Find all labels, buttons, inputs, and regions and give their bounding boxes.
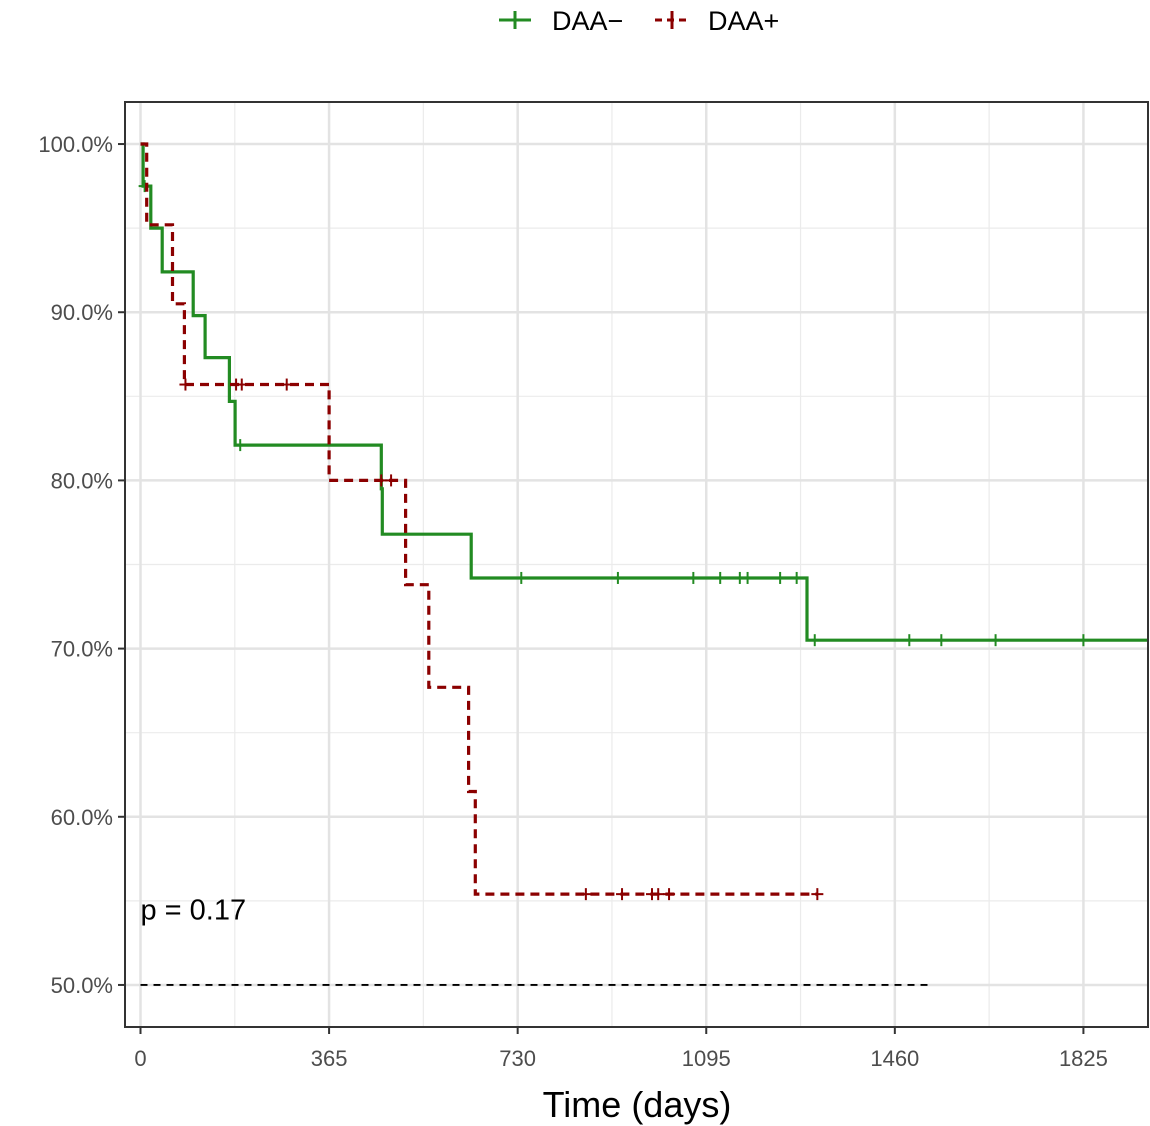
censor-mark-daa-plus <box>652 888 665 901</box>
censor-mark-daa-minus <box>808 634 821 647</box>
censor-mark-daa-plus <box>235 378 248 391</box>
censor-mark-daa-plus <box>811 888 824 901</box>
censor-mark-daa-minus <box>1077 634 1090 647</box>
censor-mark-daa-plus <box>385 474 398 487</box>
x-tick-label: 1095 <box>682 1046 731 1071</box>
legend: DAA− DAA+ <box>499 6 779 36</box>
x-tick-label: 1460 <box>870 1046 919 1071</box>
censor-mark-daa-plus <box>663 888 676 901</box>
y-tick-label: 70.0% <box>51 637 113 662</box>
censor-mark-daa-minus <box>234 439 247 452</box>
censor-mark-daa-plus <box>579 888 592 901</box>
censor-mark-daa-plus <box>280 378 293 391</box>
x-tick-label: 0 <box>134 1046 146 1071</box>
censor-mark-daa-minus <box>935 634 948 647</box>
y-axis: 50.0% 60.0% 70.0% 80.0% 90.0% 100.0% <box>38 132 125 998</box>
legend-item-daa-minus: DAA− <box>499 6 623 36</box>
survival-curve-daa-minus <box>140 142 1148 642</box>
legend-item-daa-plus: DAA+ <box>655 6 779 36</box>
x-tick-label: 365 <box>311 1046 348 1071</box>
x-tick-label: 1825 <box>1059 1046 1108 1071</box>
censor-mark-daa-minus <box>903 634 916 647</box>
censor-mark-daa-minus <box>714 571 727 584</box>
censor-mark-daa-minus <box>611 571 624 584</box>
censor-mark-daa-minus <box>741 571 754 584</box>
censor-mark-daa-minus <box>138 180 151 193</box>
censor-mark-daa-minus <box>790 571 803 584</box>
censor-mark-daa-minus <box>687 571 700 584</box>
x-tick-label: 730 <box>499 1046 536 1071</box>
censor-mark-daa-plus <box>179 378 192 391</box>
y-tick-label: 90.0% <box>51 300 113 325</box>
censor-mark-daa-minus <box>515 571 528 584</box>
y-tick-label: 80.0% <box>51 468 113 493</box>
y-tick-label: 50.0% <box>51 973 113 998</box>
grid-minor <box>125 102 1148 1027</box>
censor-mark-daa-plus <box>616 888 629 901</box>
y-tick-label: 100.0% <box>38 132 113 157</box>
series-layer <box>138 142 1148 901</box>
series-daa-minus <box>138 142 1148 647</box>
x-axis-title: Time (days) <box>543 1084 732 1125</box>
p-value-annotation: p = 0.17 <box>141 894 247 926</box>
legend-label-daa-minus: DAA− <box>552 6 623 36</box>
survival-curve-daa-plus <box>140 142 818 896</box>
plot-border <box>124 101 1149 1028</box>
x-axis: 0 365 730 1095 1460 1825 <box>134 1027 1108 1071</box>
censor-mark-daa-minus <box>774 571 787 584</box>
y-tick-label: 60.0% <box>51 805 113 830</box>
series-daa-plus <box>140 142 824 901</box>
censor-mark-daa-minus <box>989 634 1002 647</box>
legend-label-daa-plus: DAA+ <box>708 6 779 36</box>
